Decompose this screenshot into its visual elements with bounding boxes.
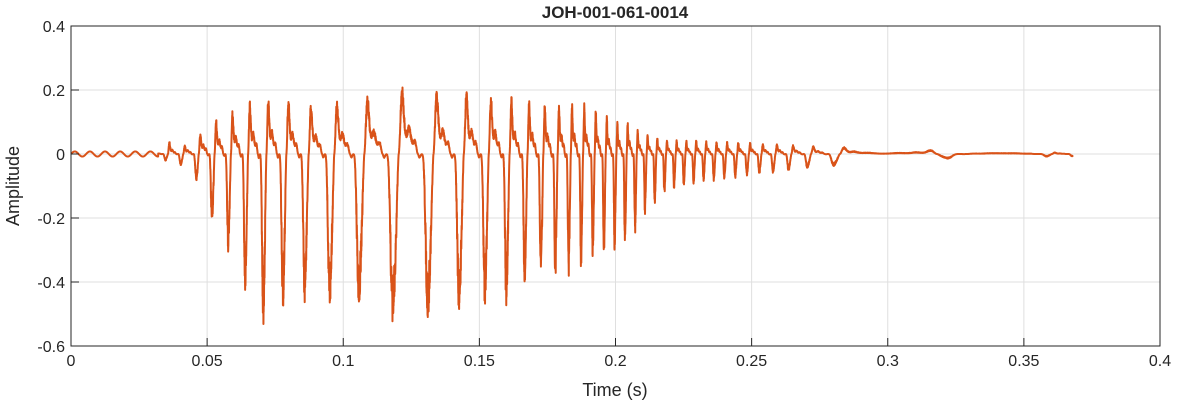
x-tick-label: 0.3 bbox=[877, 353, 899, 370]
chart-title: JOH-001-061-0014 bbox=[542, 3, 689, 22]
y-tick-label: -0.2 bbox=[37, 211, 65, 228]
x-tick-label: 0.15 bbox=[464, 353, 495, 370]
y-axis-ticks: 0.4 0.2 0 -0.2 -0.4 -0.6 bbox=[37, 19, 79, 356]
y-tick-label: 0 bbox=[56, 147, 65, 164]
x-tick-label: 0.35 bbox=[1008, 353, 1039, 370]
y-tick-label: -0.6 bbox=[37, 339, 65, 356]
y-axis-label: Amplitude bbox=[3, 146, 23, 226]
x-tick-label: 0 bbox=[67, 353, 76, 370]
x-axis-label: Time (s) bbox=[582, 380, 647, 400]
x-tick-label: 0.4 bbox=[1149, 353, 1171, 370]
y-tick-label: 0.4 bbox=[43, 19, 65, 36]
x-tick-label: 0.05 bbox=[192, 353, 223, 370]
y-tick-label: -0.4 bbox=[37, 275, 65, 292]
x-axis-ticks: 0 0.05 0.1 0.15 0.2 0.25 0.3 0.35 0.4 bbox=[67, 338, 1171, 370]
x-tick-label: 0.25 bbox=[736, 353, 767, 370]
x-tick-label: 0.2 bbox=[604, 353, 626, 370]
amplitude-series-line bbox=[71, 86, 1074, 325]
x-tick-label: 0.1 bbox=[332, 353, 354, 370]
y-tick-label: 0.2 bbox=[43, 83, 65, 100]
